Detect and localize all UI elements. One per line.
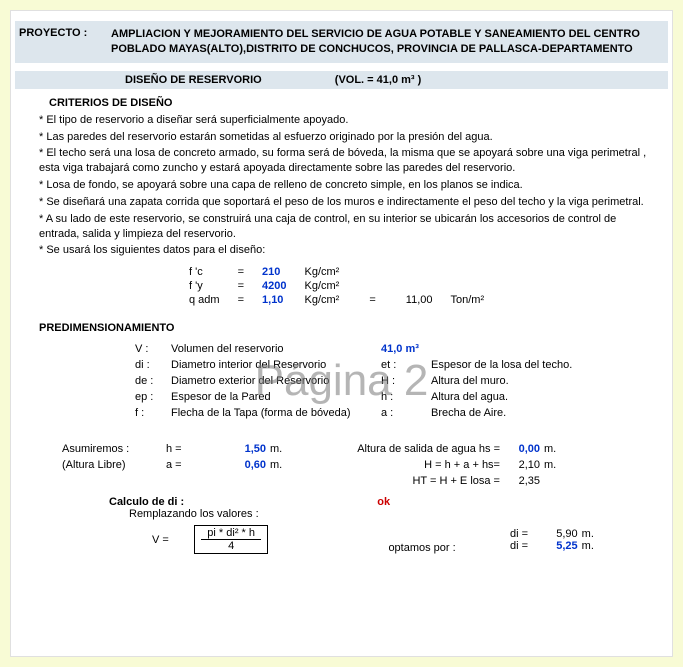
- def-sym: di :: [131, 358, 165, 372]
- def-sym: de :: [131, 374, 165, 388]
- formula-num: pi * di² * h: [201, 527, 261, 540]
- data-table: f 'c = 210 Kg/cm² f 'y = 4200 Kg/cm² q a…: [179, 264, 494, 308]
- val: 1,10: [254, 294, 294, 306]
- project-text: AMPLIACION Y MEJORAMIENTO DEL SERVICIO D…: [111, 27, 664, 57]
- val: 4200: [254, 280, 294, 292]
- h-lbl: h =: [165, 442, 227, 456]
- unit2: Ton/m²: [443, 294, 493, 306]
- section-criterios: CRITERIOS DE DISEÑO: [49, 97, 654, 109]
- d2-unit: m.: [582, 540, 616, 552]
- def-sym2: a :: [377, 406, 425, 420]
- def-txt2: Brecha de Aire.: [427, 406, 576, 420]
- calc-title: Calculo de di :: [109, 496, 184, 508]
- def-txt: Volumen del reservorio: [167, 342, 375, 356]
- def-sym2: h :: [377, 390, 425, 404]
- def-txt2: Espesor de la losa del techo.: [427, 358, 576, 372]
- a-lbl: a =: [165, 458, 227, 472]
- d2-val: 5,25: [532, 540, 578, 552]
- assume-table: Asumiremos : h = 1,50 m. Altura de salid…: [59, 440, 619, 490]
- criterion: * A su lado de este reservorio, se const…: [39, 212, 654, 242]
- formula-box: pi * di² * h 4: [194, 525, 268, 554]
- unit: Kg/cm²: [297, 266, 348, 278]
- def-sym2: H :: [377, 374, 425, 388]
- h-val: 1,50: [229, 442, 267, 456]
- def-sym: f :: [131, 406, 165, 420]
- d1-unit: m.: [582, 528, 616, 540]
- def-val: 41,0 m³: [377, 342, 425, 356]
- def-sym: ep :: [131, 390, 165, 404]
- def-txt2: Altura del muro.: [427, 374, 576, 388]
- lbl: f 'y: [181, 280, 228, 292]
- eq: =: [230, 266, 252, 278]
- val2: 11,00: [398, 294, 441, 306]
- HT-val: 2,35: [503, 474, 541, 488]
- section-predim: PREDIMENSIONAMIENTO: [39, 322, 654, 334]
- d2-lbl: di =: [460, 540, 528, 552]
- def-txt: Diametro exterior del Reservorio: [167, 374, 375, 388]
- def-txt: Espesor de la Pared: [167, 390, 375, 404]
- hs-unit: m.: [543, 442, 617, 456]
- def-txt: Diametro interior del Reservorio: [167, 358, 375, 372]
- formula-row: V = pi * di² * h 4 optamos por : di = di…: [149, 522, 619, 557]
- d1-val: 5,90: [532, 528, 578, 540]
- def-sym2: et :: [377, 358, 425, 372]
- def-txt2: Altura del agua.: [427, 390, 576, 404]
- eq: =: [230, 294, 252, 306]
- lbl: q adm: [181, 294, 228, 306]
- hs-val: 0,00: [503, 442, 541, 456]
- criterion: * Se diseñará una zapata corrida que sop…: [39, 195, 654, 210]
- hs-lbl: Altura de salida de agua hs =: [309, 442, 501, 456]
- h-unit: m.: [269, 442, 307, 456]
- H-lbl: H = h + a + hs=: [309, 458, 501, 472]
- calc-sub: Remplazando los valores :: [129, 508, 654, 520]
- eq: =: [230, 280, 252, 292]
- optamos: optamos por :: [296, 524, 457, 555]
- criterion: * El tipo de reservorio a diseñar será s…: [39, 113, 654, 128]
- v-label: V =: [151, 524, 187, 555]
- HT-lbl: HT = H + E losa =: [309, 474, 501, 488]
- formula-den: 4: [201, 540, 261, 552]
- val: 210: [254, 266, 294, 278]
- definitions-table: V : Volumen del reservorio 41,0 m³ di : …: [129, 340, 578, 422]
- unit: Kg/cm²: [297, 294, 348, 306]
- title-bar: DISEÑO DE RESERVORIO (VOL. = 41,0 m³ ): [15, 71, 668, 89]
- def-txt2: [427, 342, 576, 356]
- def-txt: Flecha de la Tapa (forma de bóveda): [167, 406, 375, 420]
- project-label: PROYECTO :: [19, 27, 111, 39]
- eq2: =: [349, 294, 395, 306]
- unit: Kg/cm²: [297, 280, 348, 292]
- lbl: f 'c: [181, 266, 228, 278]
- title-main: DISEÑO DE RESERVORIO: [125, 74, 262, 86]
- calc-status: ok: [377, 496, 390, 508]
- criterion: * Losa de fondo, se apoyará sobre una ca…: [39, 178, 654, 193]
- criterion: * Las paredes del reservorio estarán som…: [39, 130, 654, 145]
- H-unit: m.: [543, 458, 617, 472]
- criterion: * El techo será una losa de concreto arm…: [39, 146, 654, 176]
- a-val: 0,60: [229, 458, 267, 472]
- assume-lbl2: (Altura Libre): [61, 458, 163, 472]
- title-vol: (VOL. = 41,0 m³ ): [335, 74, 422, 86]
- criterion: * Se usará los siguientes datos para el …: [39, 243, 654, 258]
- assume-lbl: Asumiremos :: [61, 442, 163, 456]
- def-sym: V :: [131, 342, 165, 356]
- d1-lbl: di =: [460, 528, 528, 540]
- H-val: 2,10: [503, 458, 541, 472]
- a-unit: m.: [269, 458, 307, 472]
